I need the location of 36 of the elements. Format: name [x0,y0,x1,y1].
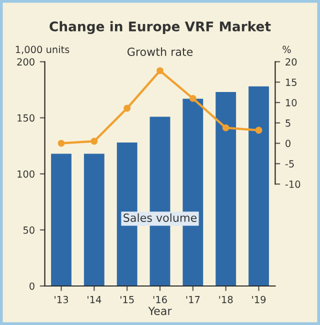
point [222,124,230,132]
y-tick-label: 150 [18,114,34,122]
x-tick-label: '17 [186,296,200,304]
chart-title: Change in Europe VRF Market [50,21,271,34]
y-tick-label: 200 [17,58,34,66]
x-tick-label: '14 [88,296,102,304]
y-tick-label: 50 [23,226,34,234]
point [58,140,65,147]
y2-axis-title: % [282,46,291,54]
y2-tick-label: -10 [285,180,300,188]
bar [84,154,104,286]
point [156,67,164,74]
bar [248,86,269,286]
y-tick-label: 100 [18,170,34,178]
y2-tick-label: 5 [286,120,290,127]
point [255,126,262,134]
x-tick-label: '18 [219,296,233,304]
x-tick-label: '16 [153,296,167,304]
point [90,138,98,145]
x-axis-title: Year [148,306,172,316]
x-tick-label: '19 [252,296,266,304]
bar [216,92,236,286]
text: Growth rate [127,47,193,56]
annotation: Sales volume [124,213,197,222]
y2-tick-label: 15 [286,78,296,86]
x-tick-label: '13 [54,296,68,304]
y2-tick-label: 20 [286,58,297,66]
y2-tick-label: 0 [286,140,290,148]
y2-tick-label: 10 [286,99,297,106]
point [124,104,131,112]
y2-tick-label: -5 [285,160,294,168]
y-axis-title: 1,000 units [16,46,70,54]
point [189,94,196,102]
y-tick-label: 0 [30,282,34,290]
x-tick-label: '15 [120,296,134,304]
bar [51,154,72,286]
